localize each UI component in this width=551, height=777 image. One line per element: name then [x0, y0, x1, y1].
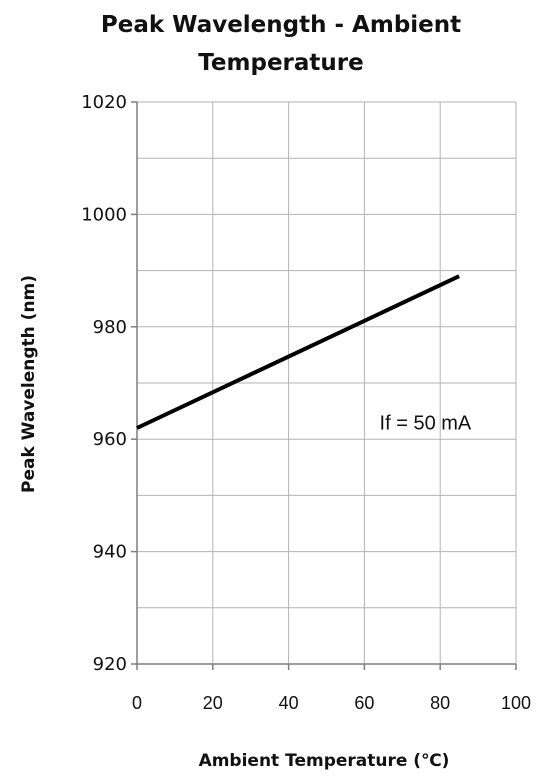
x-tick-label: 60: [354, 693, 374, 713]
annotation-label: If = 50 mA: [380, 412, 472, 434]
x-tick-label: 40: [279, 693, 299, 713]
series-line: [136, 274, 460, 430]
x-tick-label: 80: [430, 693, 450, 713]
grid: [136, 101, 517, 665]
y-tick-label: 960: [93, 429, 127, 450]
y-tick-label: 920: [93, 654, 127, 675]
x-axis-title: Ambient Temperature (℃): [199, 751, 450, 771]
series-layer: [136, 274, 460, 430]
chart-title-line-1: Peak Wavelength - Ambient: [101, 12, 461, 38]
y-tick-label: 1020: [81, 92, 127, 113]
x-tick-label: 20: [203, 693, 223, 713]
y-tick-label: 1000: [81, 204, 127, 225]
x-tick-label: 100: [501, 693, 531, 713]
y-tick-label: 940: [93, 542, 127, 563]
x-tick-label: 0: [132, 693, 142, 713]
chart-title-line-2: Temperature: [198, 50, 363, 76]
y-axis-title: Peak Wavelength (nm): [19, 275, 39, 493]
y-tick-label: 980: [93, 317, 127, 338]
axes: [131, 101, 517, 670]
